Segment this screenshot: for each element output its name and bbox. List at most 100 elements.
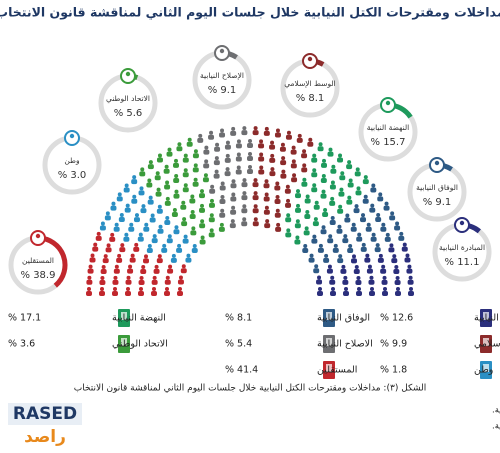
seat-head xyxy=(383,287,387,291)
seat-head xyxy=(150,213,155,218)
seat-body xyxy=(156,208,163,214)
seat-head xyxy=(354,204,359,209)
seat-head xyxy=(324,253,329,258)
seat-head xyxy=(141,265,146,270)
seat-head xyxy=(371,232,376,237)
seat-head xyxy=(378,253,383,258)
seat-body xyxy=(166,238,173,244)
seat-head xyxy=(390,211,395,216)
seat-body xyxy=(336,228,343,234)
seat-head xyxy=(174,225,179,230)
seat-head xyxy=(174,173,179,178)
seat-head xyxy=(110,232,115,237)
seat-head xyxy=(328,234,333,239)
seat-head xyxy=(200,203,204,208)
seat-body xyxy=(284,188,291,194)
seat-head xyxy=(204,159,209,164)
seat-body xyxy=(173,229,180,235)
seat-head xyxy=(162,243,167,248)
seat-body xyxy=(322,211,329,217)
seat-body xyxy=(369,207,376,213)
seat-body xyxy=(157,228,164,234)
bloc-value: % 38.9 xyxy=(21,270,56,281)
seat-body xyxy=(140,208,147,214)
seat-body xyxy=(406,268,413,274)
seat-head xyxy=(302,163,307,168)
seat-head xyxy=(171,253,176,258)
seat-body xyxy=(89,257,96,263)
seat-head xyxy=(231,179,236,184)
seat-body xyxy=(263,196,270,202)
seat-head xyxy=(322,158,326,163)
bloc-name: الوسط الإسلامي xyxy=(284,79,335,88)
seat-body xyxy=(274,185,281,191)
seat-body xyxy=(353,208,360,214)
seat-body xyxy=(230,130,237,136)
seat-head xyxy=(117,253,122,258)
seat-body xyxy=(275,226,282,232)
seat-body xyxy=(164,279,171,285)
seat-head xyxy=(209,228,214,233)
seat-head xyxy=(354,265,359,270)
seat-body xyxy=(235,156,242,162)
seat-body xyxy=(229,223,236,229)
seat-head xyxy=(132,194,137,199)
seat-body xyxy=(356,236,363,242)
list-name: المبادرة النيابية xyxy=(474,313,500,324)
ring-icon-head xyxy=(69,133,75,139)
seat-head xyxy=(242,217,247,222)
seat-body xyxy=(164,184,171,190)
seat-head xyxy=(236,152,241,157)
seat-body xyxy=(320,193,327,199)
seat-body xyxy=(354,171,361,177)
logo-latin: RASED xyxy=(13,404,77,424)
seat-body xyxy=(337,157,344,163)
seat-body xyxy=(176,247,183,253)
ring-icon-head xyxy=(434,160,440,166)
seat-head xyxy=(295,235,300,240)
seat-body xyxy=(274,212,281,218)
seat-body xyxy=(327,238,334,244)
seat-body xyxy=(124,207,131,213)
seat-body xyxy=(138,190,145,196)
seat-head xyxy=(220,181,225,186)
seat-body xyxy=(317,247,324,253)
seat-head xyxy=(381,264,386,269)
seat-head xyxy=(242,126,247,131)
seat-body xyxy=(375,217,382,222)
seat-body xyxy=(258,156,265,162)
list-name: النهضة النيابية xyxy=(112,313,166,324)
seat-body xyxy=(199,223,206,229)
seat-head xyxy=(259,165,264,170)
seat-head xyxy=(291,159,296,164)
seat-body xyxy=(342,238,349,244)
seat-head xyxy=(280,142,285,147)
seat-body xyxy=(263,183,270,189)
seat-head xyxy=(90,253,95,258)
seat-body xyxy=(123,187,130,193)
seat-body xyxy=(182,172,189,178)
seat-head xyxy=(318,142,323,147)
seat-head xyxy=(148,195,153,200)
seat-head xyxy=(125,203,130,208)
seat-body xyxy=(252,208,259,214)
seat-body xyxy=(147,199,154,205)
seat-body xyxy=(213,160,220,166)
seat-head xyxy=(199,189,204,194)
seat-head xyxy=(327,264,332,269)
seat-head xyxy=(394,264,399,269)
ring-icon-head xyxy=(459,220,465,226)
seat-head xyxy=(330,216,335,221)
ring-arc xyxy=(37,235,68,288)
list-value: % 8.1 xyxy=(225,313,252,324)
seat-body xyxy=(151,291,157,296)
seat-body xyxy=(263,209,270,215)
seat-head xyxy=(312,168,317,173)
seat-body xyxy=(153,268,160,274)
seat-head xyxy=(331,164,336,169)
seat-head xyxy=(330,196,335,201)
seat-head xyxy=(314,264,319,269)
seat-head xyxy=(220,195,225,200)
seat-body xyxy=(177,291,183,296)
